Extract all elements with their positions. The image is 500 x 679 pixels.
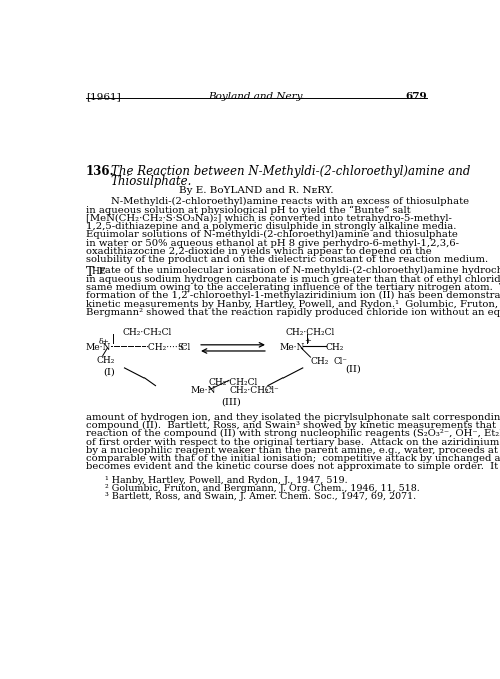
Text: Thiosulphate.: Thiosulphate. (110, 175, 192, 187)
Text: Bergmann² showed that the reaction rapidly produced chloride ion without an equi: Bergmann² showed that the reaction rapid… (86, 308, 500, 317)
Text: By E. BᴏYLAND and R. NᴇRY.: By E. BᴏYLAND and R. NᴇRY. (179, 186, 334, 195)
Text: Me·N: Me·N (86, 344, 111, 352)
Text: CH₂: CH₂ (310, 357, 329, 366)
Text: formation of the 1,2′-chloroethyl-1-methylaziridinium ion (II) has been demonstr: formation of the 1,2′-chloroethyl-1-meth… (86, 291, 500, 300)
Text: HE: HE (91, 267, 106, 276)
Text: compound (II).  Bartlett, Ross, and Swain³ showed by kinetic measurements that: compound (II). Bartlett, Ross, and Swain… (86, 421, 496, 430)
Text: (I): (I) (103, 368, 115, 377)
Text: in aqueous sodium hydrogen carbonate is much greater than that of ethyl chloride: in aqueous sodium hydrogen carbonate is … (86, 274, 500, 284)
Text: Me·N: Me·N (280, 344, 305, 352)
Text: S⁻: S⁻ (177, 344, 188, 352)
Text: CH₂·CH₂Cl: CH₂·CH₂Cl (208, 378, 258, 387)
Text: δ+: δ+ (98, 338, 109, 346)
Text: ³ Bartlett, Ross, and Swain, J. Amer. Chem. Soc., 1947, 69, 2071.: ³ Bartlett, Ross, and Swain, J. Amer. Ch… (105, 492, 416, 501)
Text: Cl⁻: Cl⁻ (334, 357, 347, 366)
Text: ² Golumbic, Fruton, and Bergmann, J. Org. Chem., 1946, 11, 518.: ² Golumbic, Fruton, and Bergmann, J. Org… (105, 484, 420, 493)
Text: CH₂·CH₂Cl: CH₂·CH₂Cl (122, 328, 172, 337)
Text: 1,2,5-dithiazepine and a polymeric disulphide in strongly alkaline media.: 1,2,5-dithiazepine and a polymeric disul… (86, 222, 456, 231)
Text: (II): (II) (346, 365, 361, 374)
Text: Equimolar solutions of N-methyldi-(2-chloroethyl)amine and thiosulphate: Equimolar solutions of N-methyldi-(2-chl… (86, 230, 458, 240)
Text: becomes evident and the kinetic course does not approximate to simple order.  It: becomes evident and the kinetic course d… (86, 462, 500, 471)
Text: The Reaction between N-Methyldi-(2-chloroethyl)amine and: The Reaction between N-Methyldi-(2-chlor… (110, 164, 470, 178)
Text: Me·N: Me·N (190, 386, 216, 395)
Text: amount of hydrogen ion, and they isolated the picrylsulphonate salt correspondin: amount of hydrogen ion, and they isolate… (86, 413, 500, 422)
Text: of first order with respect to the original tertiary base.  Attack on the azirid: of first order with respect to the origi… (86, 437, 500, 447)
Text: in aqueous solution at physiological pH to yield the “Bunte” salt: in aqueous solution at physiological pH … (86, 205, 410, 215)
Text: same medium owing to the accelerating influence of the tertiary nitrogen atom.  : same medium owing to the accelerating in… (86, 283, 500, 292)
Text: ¹ Hanby, Hartley, Powell, and Rydon, J., 1947, 519.: ¹ Hanby, Hartley, Powell, and Rydon, J.,… (105, 476, 348, 485)
Text: reaction of the compound (II) with strong nucleophilic reagents (S₂O₃²⁻, OH⁻, Et: reaction of the compound (II) with stron… (86, 429, 500, 439)
Text: 679: 679 (405, 92, 427, 101)
Text: N-Methyldi-(2-chloroethyl)amine reacts with an excess of thiosulphate: N-Methyldi-(2-chloroethyl)amine reacts w… (110, 197, 469, 206)
Text: oxadithiazocine 2,2-dioxide in yields which appear to depend on the: oxadithiazocine 2,2-dioxide in yields wh… (86, 247, 432, 256)
Text: CH₂: CH₂ (326, 344, 344, 352)
Text: CH₂·CH₂⁺: CH₂·CH₂⁺ (229, 386, 274, 395)
Text: [1961]: [1961] (86, 92, 120, 101)
Text: in water or 50% aqueous ethanol at pH 8 give perhydro-6-methyl-1,2,3,6-: in water or 50% aqueous ethanol at pH 8 … (86, 238, 459, 248)
Text: 136.: 136. (86, 164, 115, 178)
Text: ·CH₂·····Cl: ·CH₂·····Cl (146, 344, 190, 352)
Text: rate of the unimolecular ionisation of N-methyldi-(2-chloroethyl)amine hydrochlo: rate of the unimolecular ionisation of N… (100, 266, 500, 276)
Text: comparable with that of the initial ionisation;  competitive attack by unchanged: comparable with that of the initial ioni… (86, 454, 500, 463)
Text: Boyland and Nery.: Boyland and Nery. (208, 92, 304, 101)
Text: Cl⁻: Cl⁻ (262, 386, 279, 395)
Text: (III): (III) (222, 397, 241, 406)
Text: solubility of the product and on the dielectric constant of the reaction medium.: solubility of the product and on the die… (86, 255, 488, 264)
Text: kinetic measurements by Hanby, Hartley, Powell, and Rydon.¹  Golumbic, Fruton, a: kinetic measurements by Hanby, Hartley, … (86, 299, 500, 308)
Text: CH₂·CH₂Cl: CH₂·CH₂Cl (286, 328, 335, 337)
Text: +: + (304, 337, 311, 345)
Text: by a nucleophilic reagent weaker than the parent amine, e.g., water, proceeds at: by a nucleophilic reagent weaker than th… (86, 446, 500, 455)
Text: CH₂: CH₂ (96, 356, 115, 365)
Text: T: T (86, 266, 94, 279)
Text: [MeN(CH₂·CH₂·S·SO₃Na)₂] which is converted into tetrahydro-5-methyl-: [MeN(CH₂·CH₂·S·SO₃Na)₂] which is convert… (86, 214, 452, 223)
